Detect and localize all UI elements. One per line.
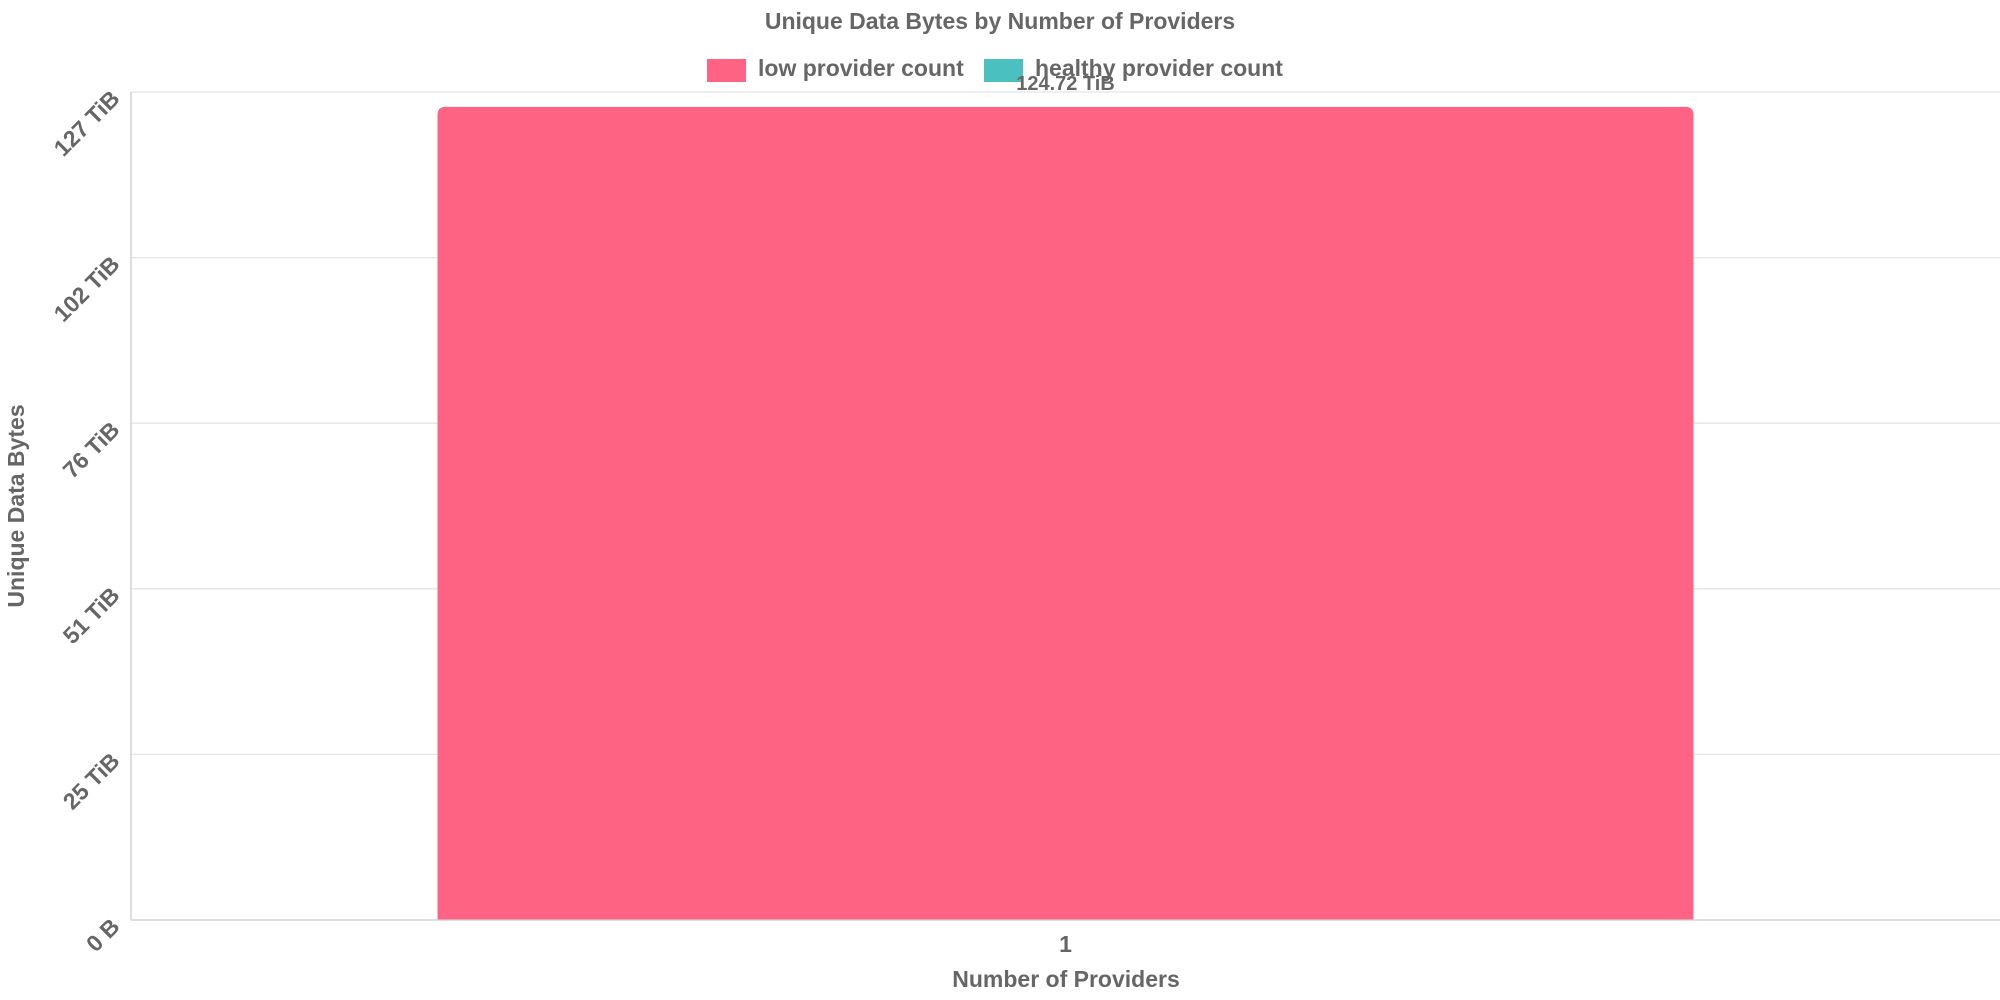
x-tick-label: 1 bbox=[1059, 931, 1072, 957]
legend[interactable]: low provider count healthy provider coun… bbox=[707, 55, 1283, 82]
y-tick-label: 102 TiB bbox=[49, 251, 125, 327]
legend-label-low-provider-count[interactable]: low provider count bbox=[758, 55, 964, 81]
bars[interactable] bbox=[437, 106, 1694, 921]
data-label: 124.72 TiB bbox=[1016, 73, 1115, 95]
chart-title: Unique Data Bytes by Number of Providers bbox=[765, 8, 1235, 34]
y-axis-ticks: 0 B 25 TiB 51 TiB 76 TiB 102 TiB 127 TiB bbox=[49, 85, 125, 957]
bar-low-provider-count-1[interactable] bbox=[437, 106, 1694, 921]
y-axis-title: Unique Data Bytes bbox=[3, 404, 29, 607]
legend-swatch-low-provider-count[interactable] bbox=[707, 59, 746, 82]
y-tick-label: 51 TiB bbox=[58, 582, 125, 649]
x-axis-title: Number of Providers bbox=[952, 966, 1180, 992]
legend-label-healthy-provider-count[interactable]: healthy provider count bbox=[1035, 55, 1283, 81]
y-tick-label: 127 TiB bbox=[49, 85, 125, 161]
y-tick-label: 76 TiB bbox=[58, 416, 125, 483]
x-axis-ticks: 1 bbox=[1059, 931, 1072, 957]
legend-swatch-healthy-provider-count[interactable] bbox=[984, 59, 1023, 82]
y-tick-label: 0 B bbox=[81, 913, 125, 957]
data-labels: 124.72 TiB bbox=[1016, 73, 1115, 95]
y-tick-label: 25 TiB bbox=[58, 748, 125, 815]
